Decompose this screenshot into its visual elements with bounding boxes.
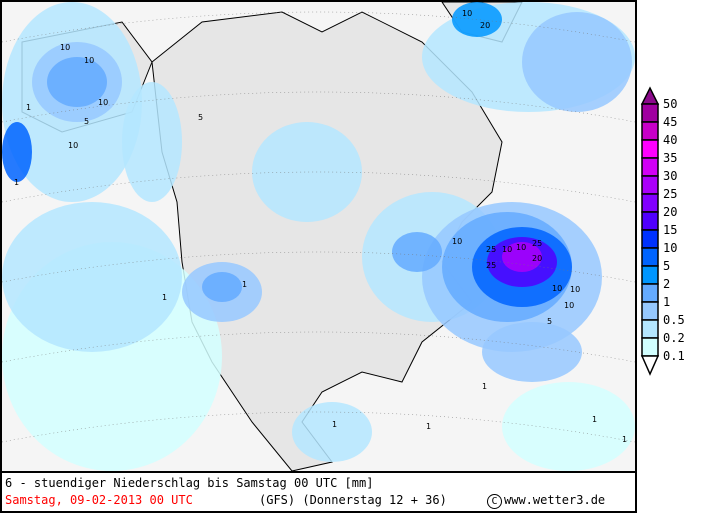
legend-swatch xyxy=(641,103,659,123)
legend-label: 30 xyxy=(663,169,678,183)
contour-label: 1 xyxy=(26,103,31,112)
precip-area xyxy=(292,402,372,462)
precip-area xyxy=(252,122,362,222)
legend-label: 10 xyxy=(663,241,678,255)
precip-area xyxy=(2,202,182,352)
contour-label: 10 xyxy=(564,301,574,310)
model-run: (GFS) (Donnerstag 12 + 36) xyxy=(259,493,447,507)
legend-swatch xyxy=(641,247,659,267)
precip-area xyxy=(202,272,242,302)
legend-swatch xyxy=(641,121,659,141)
legend-swatch xyxy=(641,337,659,357)
contour-label: 25 xyxy=(532,239,542,248)
contour-label: 1 xyxy=(14,178,19,187)
legend-label: 15 xyxy=(663,223,678,237)
precipitation-map: 10 20 10 5 10 1 10 10 5 1 10 25 10 10 25 25 20 10 5 10 10 1 1 1… xyxy=(0,0,637,473)
legend-arrow-bottom xyxy=(640,355,660,376)
color-scale-legend: 50 45 40 35 30 25 20 15 10 5 2 1 0.5 0.2 0.1 xyxy=(639,0,704,473)
contour-label: 10 xyxy=(502,245,512,254)
legend-swatch xyxy=(641,283,659,303)
legend-label: 0.2 xyxy=(663,331,685,345)
precip-area xyxy=(522,12,632,112)
legend-label: 0.1 xyxy=(663,349,685,363)
legend-label: 0.5 xyxy=(663,313,685,327)
contour-label: 5 xyxy=(84,117,89,126)
legend-swatch xyxy=(641,319,659,339)
legend-swatch xyxy=(641,229,659,249)
legend-label: 2 xyxy=(663,277,671,291)
copyright-icon: C xyxy=(487,494,502,509)
legend-swatch xyxy=(641,175,659,195)
contour-label: 25 xyxy=(486,245,496,254)
contour-label: 10 xyxy=(98,98,108,107)
contour-label: 10 xyxy=(570,285,580,294)
legend-label: 50 xyxy=(663,97,678,111)
contour-label: 1 xyxy=(482,382,487,391)
contour-label: 10 xyxy=(516,243,526,252)
precip-area xyxy=(452,2,502,37)
contour-label: 20 xyxy=(480,21,490,30)
contour-label: 10 xyxy=(452,237,462,246)
precip-area xyxy=(122,82,182,202)
legend-swatch xyxy=(641,157,659,177)
contour-label: 5 xyxy=(547,317,552,326)
legend-swatch xyxy=(641,265,659,285)
legend-label: 35 xyxy=(663,151,678,165)
valid-date: Samstag, 09-02-2013 00 UTC xyxy=(5,493,193,507)
precip-area xyxy=(502,242,542,272)
legend-label: 5 xyxy=(663,259,671,273)
contour-label: 10 xyxy=(552,284,562,293)
contour-label: 1 xyxy=(242,280,247,289)
contour-label: 10 xyxy=(462,9,472,18)
legend-arrow-top xyxy=(640,86,660,105)
map-footer: 6 - stuendiger Niederschlag bis Samstag … xyxy=(0,473,637,513)
precip-area xyxy=(502,382,635,471)
contour-label: 1 xyxy=(426,422,431,431)
contour-label: 25 xyxy=(486,261,496,270)
precip-area xyxy=(47,57,107,107)
legend-swatch xyxy=(641,301,659,321)
contour-label: 20 xyxy=(532,254,542,263)
site-link[interactable]: www.wetter3.de xyxy=(504,493,606,507)
legend-swatch xyxy=(641,211,659,231)
contour-label: 5 xyxy=(198,113,203,122)
legend-swatch xyxy=(641,193,659,213)
contour-label: 1 xyxy=(332,420,337,429)
contour-label: 1 xyxy=(592,415,597,424)
legend-label: 45 xyxy=(663,115,678,129)
contour-label: 1 xyxy=(162,293,167,302)
legend-label: 25 xyxy=(663,187,678,201)
legend-swatch xyxy=(641,139,659,159)
contour-label: 10 xyxy=(68,141,78,150)
contour-label: 10 xyxy=(84,56,94,65)
contour-label: 10 xyxy=(60,43,70,52)
legend-label: 20 xyxy=(663,205,678,219)
legend-label: 40 xyxy=(663,133,678,147)
legend-label: 1 xyxy=(663,295,671,309)
legend-bar xyxy=(640,86,660,376)
contour-label: 1 xyxy=(622,435,627,444)
precip-area xyxy=(392,232,442,272)
precip-area xyxy=(2,122,32,182)
precip-area xyxy=(482,322,582,382)
map-title: 6 - stuendiger Niederschlag bis Samstag … xyxy=(5,476,374,490)
